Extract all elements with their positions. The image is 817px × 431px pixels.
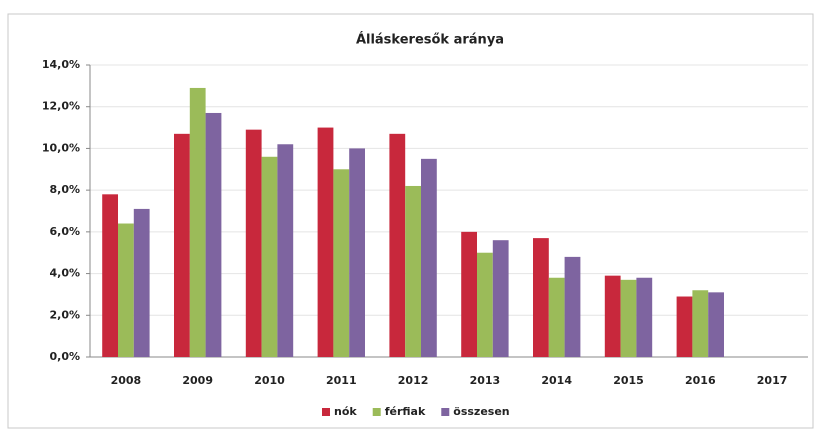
x-tick-label: 2012: [398, 374, 429, 387]
bar: [349, 148, 365, 357]
bar: [461, 231, 478, 357]
bar: [692, 290, 709, 357]
bar: [420, 158, 437, 357]
legend-swatch: [372, 408, 381, 416]
bar: [245, 129, 262, 357]
y-tick-label: 10,0%: [42, 141, 80, 154]
y-tick-label: 0,0%: [49, 350, 80, 363]
bar: [118, 223, 134, 357]
bar: [492, 240, 509, 357]
bar: [133, 208, 150, 357]
y-tick-label: 6,0%: [49, 225, 80, 238]
bar: [174, 133, 190, 357]
x-tick-label: 2013: [470, 374, 501, 387]
bar: [405, 185, 421, 357]
bar: [102, 194, 119, 357]
bar: [620, 279, 637, 357]
legend-label: férfiak: [385, 405, 426, 418]
bar: [333, 169, 350, 357]
bar: [189, 87, 206, 357]
legend-label: összesen: [453, 405, 509, 418]
y-tick-label: 8,0%: [49, 183, 80, 196]
bar: [676, 296, 693, 357]
y-tick-label: 4,0%: [49, 267, 80, 280]
bar: [564, 256, 581, 357]
bar: [533, 238, 549, 357]
bar: [477, 252, 493, 357]
bar: [548, 277, 565, 357]
bar: [636, 277, 653, 357]
y-tick-label: 14,0%: [42, 58, 80, 71]
bar: [205, 112, 222, 357]
x-tick-label: 2011: [326, 374, 357, 387]
bar: [277, 144, 294, 357]
bar: [261, 156, 278, 357]
y-tick-label: 12,0%: [42, 100, 80, 113]
chart-title: Álláskeresők aránya: [356, 32, 504, 48]
x-tick-label: 2016: [685, 374, 716, 387]
x-tick-label: 2009: [182, 374, 213, 387]
x-tick-label: 2015: [613, 374, 644, 387]
y-tick-label: 2,0%: [49, 308, 80, 321]
legend-swatch: [322, 408, 330, 416]
bar: [317, 127, 334, 357]
bar: [389, 133, 406, 357]
x-tick-label: 2008: [111, 374, 142, 387]
bar: [708, 292, 724, 357]
legend-swatch: [441, 408, 450, 416]
x-tick-label: 2010: [254, 374, 285, 387]
bar: [604, 275, 621, 357]
legend-label: nók: [334, 405, 357, 418]
x-tick-label: 2017: [757, 374, 788, 387]
x-tick-label: 2014: [541, 374, 572, 387]
